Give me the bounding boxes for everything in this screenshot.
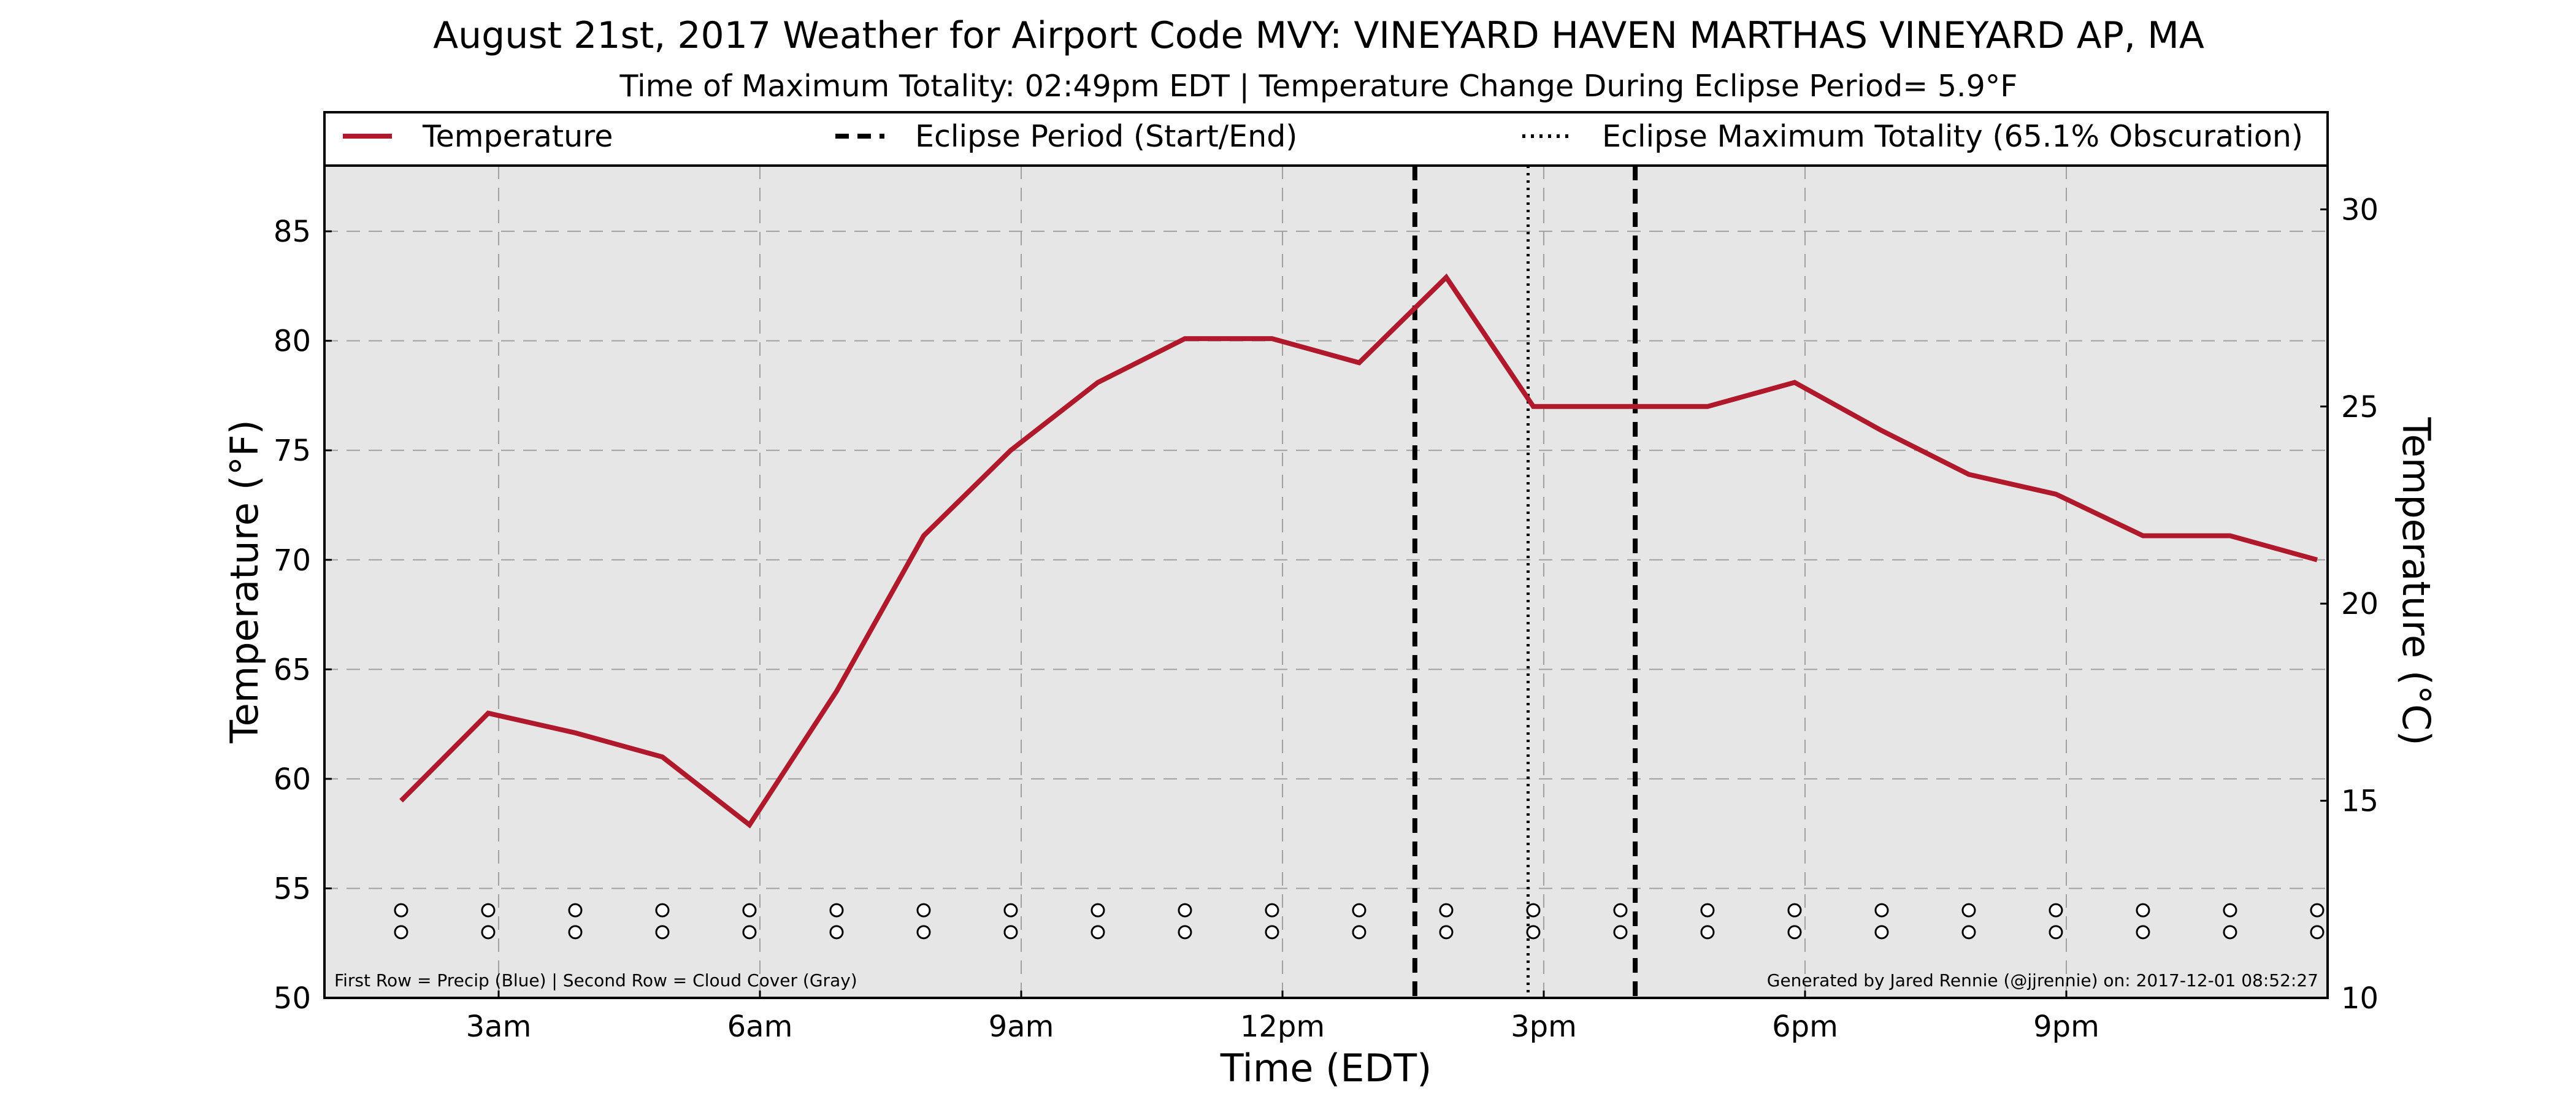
x-tick-label: 6pm	[1772, 1010, 1838, 1044]
cloud-cover-marker	[568, 925, 583, 940]
plot-area	[324, 166, 2328, 998]
precip-marker	[1874, 903, 1889, 918]
x-tick-label: 3pm	[1511, 1010, 1577, 1044]
cloud-cover-marker	[1613, 925, 1628, 940]
temperature-line	[399, 273, 2318, 829]
y-axis-left-ticks: 50 55 60 65 70 75 80 85	[274, 215, 332, 1016]
cloud-cover-marker	[1439, 925, 1454, 940]
precip-marker	[2136, 903, 2150, 918]
precip-marker	[481, 903, 496, 918]
cloud-cover-marker	[2310, 925, 2325, 940]
cloud-cover-marker	[742, 925, 757, 940]
y-right-tick-label: 15	[2341, 784, 2379, 819]
cloud-cover-marker	[1091, 925, 1105, 940]
temperature-series	[399, 273, 2318, 829]
y-axis-left-label: Temperature (°F)	[222, 420, 267, 743]
cloud-cover-marker	[2049, 925, 2063, 940]
precip-marker	[1526, 903, 1541, 918]
y-tick-label: 75	[274, 434, 311, 468]
precip-cloud-markers	[394, 903, 2325, 940]
cloud-cover-marker	[1003, 925, 1018, 940]
cloud-cover-marker	[916, 925, 931, 940]
cloud-cover-marker	[655, 925, 670, 940]
precip-marker	[1439, 903, 1454, 918]
precip-marker	[1091, 903, 1105, 918]
y-right-tick-label: 30	[2341, 193, 2379, 227]
y-tick-label: 55	[274, 872, 311, 906]
cloud-cover-marker	[1961, 925, 1976, 940]
x-tick-label: 3am	[466, 1010, 532, 1044]
precip-marker	[1700, 903, 1715, 918]
precip-marker	[916, 903, 931, 918]
footnote-left: First Row = Precip (Blue) | Second Row =…	[334, 970, 857, 991]
precip-marker	[742, 903, 757, 918]
chart-subtitle: Time of Maximum Totality: 02:49pm EDT | …	[619, 69, 2018, 104]
precip-marker	[1003, 903, 1018, 918]
y-axis-right-label: Temperature (°C)	[2394, 416, 2439, 745]
cloud-cover-marker	[1526, 925, 1541, 940]
precip-marker	[568, 903, 583, 918]
cloud-cover-marker	[829, 925, 844, 940]
y-tick-label: 85	[274, 215, 311, 249]
y-right-tick-label: 10	[2341, 981, 2379, 1016]
x-tick-label: 12pm	[1240, 1010, 1325, 1044]
y-tick-label: 50	[274, 981, 311, 1016]
cloud-cover-marker	[2136, 925, 2150, 940]
precip-marker	[1178, 903, 1192, 918]
x-axis-ticks: 3am 6am 9am 12pm 3pm 6pm 9pm	[466, 991, 2099, 1044]
precip-marker	[1613, 903, 1628, 918]
footnote-right: Generated by Jared Rennie (@jjrennie) on…	[1767, 970, 2318, 991]
precip-marker	[2049, 903, 2063, 918]
precip-marker	[655, 903, 670, 918]
cloud-cover-marker	[2223, 925, 2237, 940]
legend-max-totality-label: Eclipse Maximum Totality (65.1% Obscurat…	[1602, 119, 2303, 154]
precip-marker	[1352, 903, 1367, 918]
y-right-tick-label: 20	[2341, 587, 2379, 621]
legend-box	[323, 111, 2329, 167]
cloud-cover-marker	[481, 925, 496, 940]
legend-eclipse-period-label: Eclipse Period (Start/End)	[915, 119, 1297, 154]
cloud-cover-marker	[1874, 925, 1889, 940]
cloud-cover-marker	[1700, 925, 1715, 940]
x-tick-label: 9am	[989, 1010, 1054, 1044]
precip-marker	[2223, 903, 2237, 918]
cloud-cover-marker	[1352, 925, 1367, 940]
precip-marker	[394, 903, 408, 918]
y-tick-label: 60	[274, 762, 311, 797]
y-tick-label: 70	[274, 543, 311, 578]
cloud-cover-marker	[394, 925, 408, 940]
legend-temperature-label: Temperature	[422, 119, 613, 154]
y-tick-label: 80	[274, 324, 311, 359]
y-axis-right-ticks: 10 15 20 25 30	[2320, 193, 2379, 1016]
precip-marker	[1265, 903, 1279, 918]
cloud-cover-marker	[1787, 925, 1802, 940]
legend: Temperature Eclipse Period (Start/End) E…	[323, 111, 2329, 167]
grid-lines	[324, 166, 2328, 998]
x-tick-label: 9pm	[2033, 1010, 2099, 1044]
x-tick-label: 6am	[727, 1010, 793, 1044]
cloud-cover-marker	[1178, 925, 1192, 940]
precip-marker	[1787, 903, 1802, 918]
y-tick-label: 65	[274, 653, 311, 687]
cloud-cover-marker	[1265, 925, 1279, 940]
precip-marker	[829, 903, 844, 918]
chart-title: August 21st, 2017 Weather for Airport Co…	[433, 14, 2204, 57]
precip-marker	[1961, 903, 1976, 918]
x-axis-label: Time (EDT)	[1220, 1046, 1432, 1091]
precip-marker	[2310, 903, 2325, 918]
eclipse-lines	[1412, 166, 1638, 998]
y-right-tick-label: 25	[2341, 390, 2379, 424]
